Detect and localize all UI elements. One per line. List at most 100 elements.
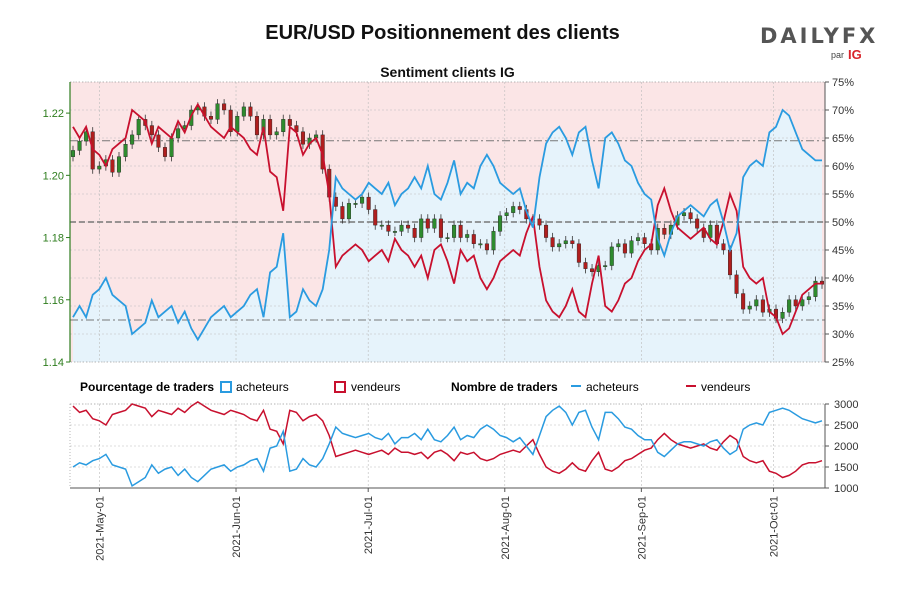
candle-body [491, 231, 496, 251]
candle-body [274, 131, 279, 136]
buyers-pct-line [72, 108, 822, 342]
reference-lines [70, 140, 825, 321]
right-tick-label: 30% [832, 329, 854, 341]
candle-body [787, 299, 792, 313]
legend-pct-sellers-swatch [334, 381, 346, 393]
candle-body [636, 237, 641, 241]
legend-pct-buyers-swatch [220, 381, 232, 393]
legend-pct-buyers-label: acheteurs [236, 380, 289, 394]
logo-wordmark: DAILYFX [760, 24, 879, 48]
candle-body [629, 240, 634, 254]
legend-count-sellers-label: vendeurs [701, 380, 750, 394]
candle-body [130, 134, 135, 145]
candle-body [550, 237, 555, 248]
candle-body [235, 116, 240, 132]
bottom-frame [69, 403, 826, 489]
count-tick-label: 2500 [834, 420, 858, 432]
chart-title: EUR/USD Positionnement des clients [265, 22, 620, 44]
right-tick-label: 50% [832, 217, 854, 229]
candle-body [603, 265, 608, 267]
count-tick-label: 3000 [834, 399, 858, 411]
candle-body [813, 280, 818, 297]
candle-body [800, 299, 805, 307]
candle-body [780, 312, 785, 319]
candle-body [70, 150, 76, 157]
candle-body [77, 140, 82, 151]
candle-body [465, 234, 470, 238]
chart-subtitle: Sentiment clients IG [380, 64, 515, 80]
candle-body [688, 212, 693, 220]
count-tick-label: 2000 [834, 441, 858, 453]
candle-body [622, 243, 627, 254]
left-tick-label: 1.20 [43, 170, 64, 182]
right-tick-label: 65% [832, 133, 854, 145]
candle-body [116, 156, 121, 173]
candle-body [241, 106, 246, 117]
candle-body [97, 165, 102, 170]
candle-body [544, 224, 549, 238]
candle-body [517, 206, 522, 210]
candle-body [392, 231, 397, 233]
left-tick-label: 1.22 [43, 108, 64, 120]
candle-body [360, 196, 365, 204]
count-tick-label: 1500 [834, 462, 858, 474]
date-tick-label: 2021-Sep-01 [636, 496, 648, 560]
left-tick-label: 1.14 [43, 357, 64, 369]
candle-body [484, 243, 489, 251]
candle-body [162, 147, 167, 157]
right-tick-label: 40% [832, 273, 854, 285]
sentiment-lines [72, 102, 822, 342]
bottom-panel-axes: 1000 1500 2000 2500 3000 2021-May-01 2021-Jun-… [69, 399, 858, 561]
candle-body [287, 119, 292, 126]
candle-body [222, 103, 227, 111]
left-tick-label: 1.18 [43, 233, 64, 245]
candle-body [576, 243, 581, 263]
legend-count-buyers-label: acheteurs [586, 380, 639, 394]
candle-body [452, 224, 457, 238]
candle-body [682, 212, 687, 216]
candle-body [793, 299, 798, 307]
candle-body [346, 203, 351, 220]
right-tick-label: 70% [832, 105, 854, 117]
candle-body [248, 106, 253, 117]
candle-body [176, 128, 181, 139]
candle-body [281, 119, 286, 132]
candle-body [136, 119, 141, 136]
candle-body [728, 249, 733, 276]
candle-body [806, 296, 811, 300]
candle-body [754, 299, 759, 307]
right-tick-label: 55% [832, 189, 854, 201]
candle-body [438, 218, 443, 238]
candle-body [445, 237, 450, 239]
candle-body [511, 206, 516, 213]
candle-body [504, 212, 509, 216]
date-tick-label: 2021-Jul-01 [363, 496, 375, 554]
legend: Pourcentage de traders acheteurs vendeur… [80, 380, 750, 394]
candle-body [208, 116, 213, 120]
candle-body [498, 215, 503, 232]
candle-body [609, 246, 614, 266]
sellers-count-line [72, 401, 823, 479]
candle-body [557, 243, 562, 248]
count-tick-label: 1000 [834, 483, 858, 495]
legend-pct-heading: Pourcentage de traders [80, 380, 214, 394]
candle-body [642, 237, 647, 244]
candle-body [386, 224, 391, 232]
candle-body [373, 209, 378, 226]
candle-body [721, 243, 726, 251]
right-tick-label: 25% [832, 357, 854, 369]
candle-body [353, 203, 358, 205]
candle-body [156, 134, 161, 148]
candle-body [662, 228, 667, 235]
legend-count-heading: Nombre de traders [451, 380, 558, 394]
candle-body [563, 240, 568, 244]
bottom-panel-grid [70, 403, 825, 489]
candle-body [471, 234, 476, 244]
candle-body [537, 218, 542, 226]
date-tick-label: 2021-Oct-01 [769, 496, 781, 557]
candle-body [399, 224, 404, 232]
candle-body [169, 137, 174, 157]
candle-body [379, 224, 384, 227]
sellers-pct-line [72, 102, 822, 336]
